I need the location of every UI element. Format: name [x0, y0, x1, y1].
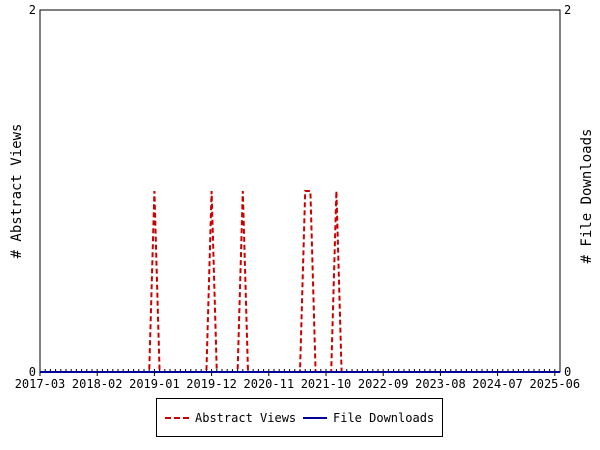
legend-item-file-downloads: File Downloads: [303, 411, 434, 425]
legend: Abstract Views File Downloads: [156, 398, 443, 437]
x-tick-label: 2018-02: [72, 377, 123, 391]
x-tick-label: 2023-08: [415, 377, 466, 391]
legend-label-file-downloads: File Downloads: [333, 411, 435, 425]
x-tick-label: 2020-11: [244, 377, 295, 391]
y-right-tick-top: 2: [564, 3, 571, 17]
x-tick-label: 2025-06: [530, 377, 581, 391]
y-right-axis-label: # File Downloads: [579, 129, 595, 264]
legend-item-abstract-views: Abstract Views: [165, 411, 296, 425]
x-tick-label: 2019-12: [186, 377, 237, 391]
x-tick-labels: 2017-03 2018-02 2019-01 2019-12 2020-11 2021-…: [15, 372, 580, 391]
y-left-tick-top: 2: [29, 3, 36, 17]
plot-area: [39, 9, 561, 373]
legend-swatch-abstract-views: [165, 417, 189, 419]
x-tick-label: 2021-10: [301, 377, 352, 391]
legend-swatch-file-downloads: [303, 417, 327, 419]
legend-label-abstract-views: Abstract Views: [195, 411, 297, 425]
series-line-abstract-views: [40, 190, 560, 373]
x-tick-label: 2022-09: [358, 377, 409, 391]
x-tick-label: 2019-01: [129, 377, 180, 391]
series-layer: [40, 190, 560, 373]
y-right-tick-bottom: 0: [564, 365, 571, 379]
y-left-axis-label: # Abstract Views: [9, 124, 25, 259]
x-tick-label: 2024-07: [472, 377, 523, 391]
y-left-tick-bottom: 0: [29, 365, 36, 379]
x-tick-label: 2017-03: [15, 377, 66, 391]
